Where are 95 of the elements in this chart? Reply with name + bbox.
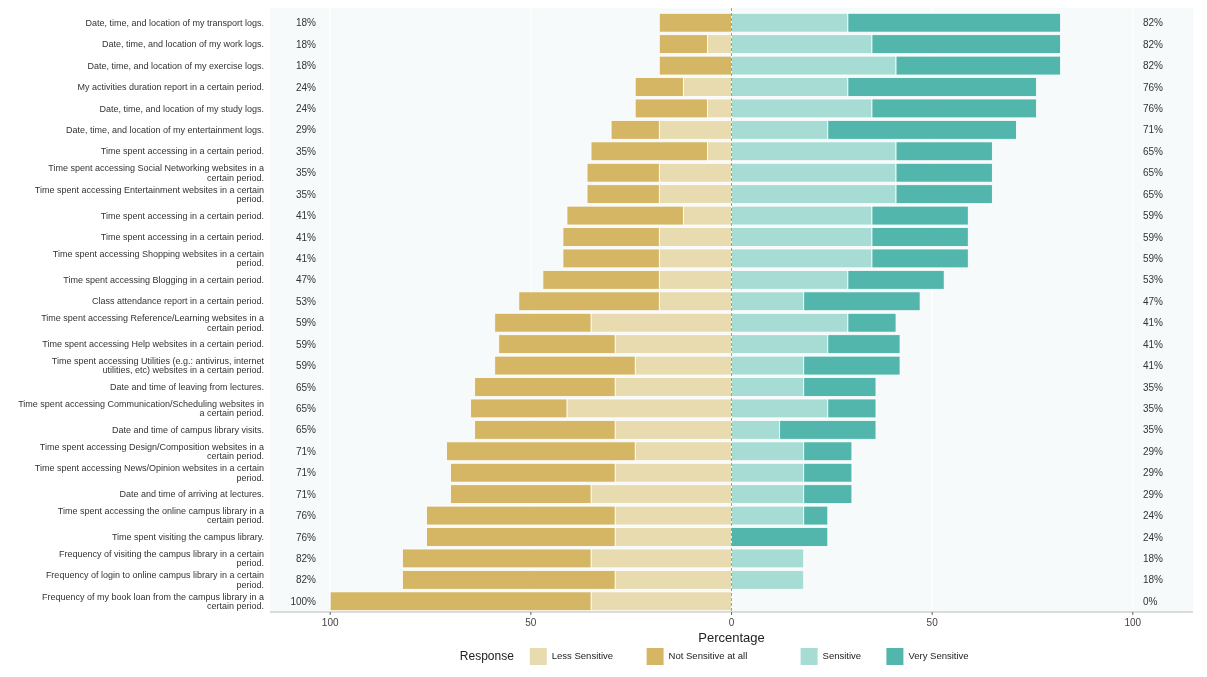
x-tick-label: 100 [321,617,339,628]
text: 35% [295,145,316,157]
y-tick-label: Time spent accessing in a certain period. [100,232,264,243]
y-tick-label: Date, time, and location of my exercise logs. [87,60,264,71]
text: 100% [290,595,316,607]
text: 35% [1143,424,1164,436]
text: 59% [295,338,316,350]
text: 24% [295,102,316,114]
y-tick-label: Frequency of my book loan from the campus library in a certain period. [41,591,264,612]
y-tick-label: Time spent accessing in a certain period. [100,146,264,157]
text: 41% [1143,317,1164,329]
text: 82% [1143,38,1164,50]
text: 0% [1143,595,1158,607]
text: 29% [1143,445,1164,457]
text: 65% [1143,167,1164,179]
y-tick-label: My activities duration report in a certain period. [77,82,264,93]
text: 82% [1143,17,1164,29]
text: 76% [1143,102,1164,114]
y-tick-label: Time spent accessing Shopping websites in a certain period. [52,248,264,269]
x-tick-label: 100 [1124,617,1142,628]
text: 29% [295,124,316,136]
text: 41% [295,210,316,222]
legend-label: Very Sensitive [908,650,969,662]
text: 35% [295,188,316,200]
text: 65% [1143,145,1164,157]
y-tick-label: Frequency of login to online campus library in a certain period. [45,570,264,590]
text: 35% [295,167,316,179]
y-tick-label: Time spent accessing Reference/Learning websites in a certain period. [41,313,264,333]
text: 29% [1143,488,1164,500]
text: 47% [295,274,316,286]
text: 29% [1143,467,1164,479]
y-tick-label: Time spent accessing Design/Composition websites in a certain period. [39,441,264,462]
text: 18% [295,60,316,72]
text: 24% [1143,510,1164,522]
text: 82% [1143,60,1164,72]
y-tick-label: Time spent accessing Help websites in a certain period. [42,339,264,350]
y-tick-label: Time spent visiting the campus library. [111,532,264,543]
text: 71% [295,445,316,457]
text: 71% [295,467,316,479]
text: 41% [295,231,316,243]
y-tick-label: Date, time, and location of my study logs. [99,103,264,114]
legend-label: Not Sensitive at all [668,650,748,662]
legend-label: Sensitive [822,650,862,662]
y-tick-label: Time spent accessing Blogging in a certain period. [63,275,264,286]
text: 76% [295,510,316,522]
text: 59% [1143,210,1164,222]
text: 35% [1143,402,1164,414]
text: 65% [1143,188,1164,200]
text: 24% [1143,531,1164,543]
text: 18% [1143,552,1164,564]
text: 71% [295,488,316,500]
x-tick-label: 50 [525,617,537,628]
text: 82% [295,552,316,564]
y-tick-label: Time spent accessing the online campus library in a certain period. [57,505,264,526]
text: 59% [295,317,316,329]
y-tick-label: Time spent accessing News/Opinion websites in a certain period. [34,463,264,483]
y-tick-label: Time spent accessing Utilities (e.g.: antivirus, internet utilities, etc) websites in a certain period. [51,355,265,376]
text: 65% [295,381,316,393]
y-tick-label: Class attendance report in a certain period. [91,296,264,307]
y-tick-label: Date, time, and location of my entertainment logs. [65,125,264,136]
y-tick-label: Frequency of visiting the campus library in a certain period. [58,548,264,569]
x-axis-title: Percentage [698,630,765,645]
text: 76% [1143,81,1164,93]
text: 71% [1143,124,1164,136]
text: 41% [295,252,316,264]
y-tick-label: Date and time of leaving from lectures. [109,382,264,393]
y-tick-label: Time spent accessing Social Networking websites in a certain period. [48,163,264,183]
legend-title: Response [459,649,515,664]
text: 18% [1143,574,1164,586]
text: 76% [295,531,316,543]
x-tick-label: 50 [926,617,939,628]
text: 82% [295,574,316,586]
text: 35% [1143,381,1164,393]
y-tick-label: Date and time of arriving at lectures. [119,489,264,500]
text: 59% [1143,231,1164,243]
text: 47% [1143,295,1164,307]
y-tick-label: Time spent accessing Entertainment websites in a certain period. [34,184,264,205]
text: 41% [1143,360,1164,372]
text: 59% [295,360,316,372]
text: 53% [1143,274,1164,286]
text: 59% [1143,252,1164,264]
y-tick-label: Date, time, and location of my transport logs. [85,17,264,28]
y-tick-label: Date, time, and location of my work logs. [101,39,264,50]
text: 53% [295,295,316,307]
legend-label: Less Sensitive [551,650,614,662]
y-tick-label: Time spent accessing Communication/Scheduling websites in a certain period. [18,398,264,419]
text: 65% [295,402,316,414]
text: 24% [295,81,316,93]
y-tick-label: Time spent accessing in a certain period. [100,210,264,221]
text: 65% [295,424,316,436]
text: 18% [295,17,316,29]
y-tick-label: Date and time of campus library visits. [111,425,264,436]
x-tick-label: 0 [728,617,735,628]
text: 18% [295,38,316,50]
text: 41% [1143,338,1164,350]
